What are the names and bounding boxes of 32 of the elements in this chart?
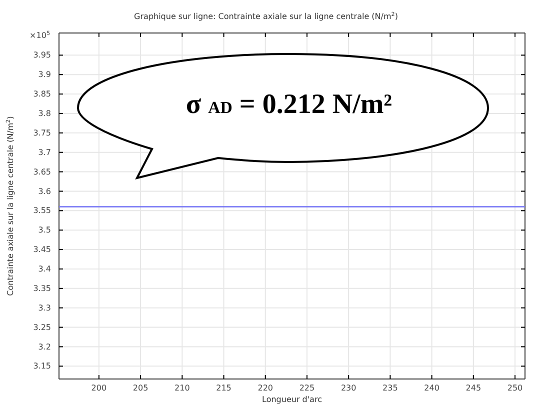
x-tick-label: 225 (299, 384, 315, 393)
x-tick-label: 240 (424, 384, 440, 393)
text: ×10$^{5}$ (30, 30, 50, 40)
annotation: σ AD = 0.212 N/m² (186, 89, 392, 120)
x-tick-label: 230 (340, 384, 356, 393)
x-tick-label: 215 (216, 384, 232, 393)
y-tick-label: 3.3 (38, 303, 51, 312)
y-tick-label: 3.65 (33, 167, 51, 176)
y-tick-label: 3.4 (38, 264, 51, 274)
y-tick-label: 3.9 (38, 70, 51, 80)
y-tick-label: 3.8 (38, 109, 51, 118)
y-tick-label: 3.5 (38, 226, 51, 235)
y-tick-label: 3.75 (33, 128, 51, 138)
y-tick-label: 3.2 (38, 342, 51, 352)
y-tick-label: 3.85 (33, 90, 51, 99)
y-tick-label: 3.45 (33, 245, 51, 254)
y-tick-label: 3.7 (38, 148, 51, 157)
x-axis-title: Longueur d'arc (262, 395, 322, 404)
y-tick-label: 3.55 (33, 206, 51, 216)
y-tick-label: 3.25 (33, 322, 51, 332)
x-tick-label: 235 (382, 384, 398, 393)
x-tick-label: 205 (132, 384, 148, 393)
y-tick-label: 3.35 (33, 284, 51, 293)
x-tick-label: 220 (258, 384, 274, 393)
chart-title: Graphique sur ligne: Contrainte axiale sur la ligne centrale (N/m$^{2}$) (134, 11, 398, 21)
x-tick-label: 250 (507, 384, 523, 393)
y-tick-label: 3.95 (33, 50, 51, 60)
x-tick-label: 210 (174, 384, 190, 393)
y-tick-label: 3.15 (33, 362, 51, 371)
x-tick-label: 200 (91, 384, 107, 393)
y-tick-label: 3.6 (38, 186, 51, 196)
x-tick-label: 245 (466, 384, 482, 393)
